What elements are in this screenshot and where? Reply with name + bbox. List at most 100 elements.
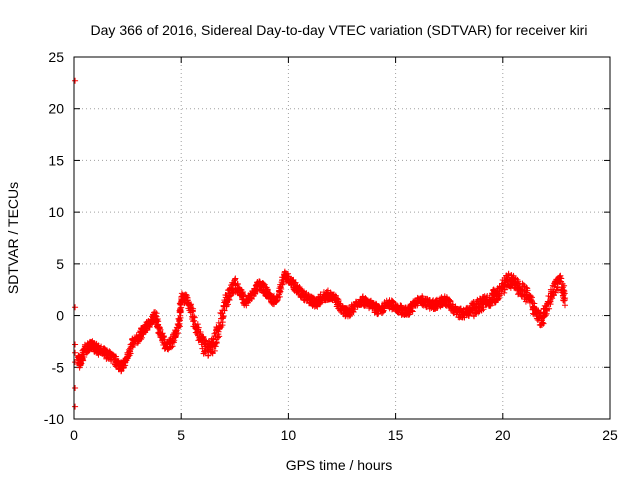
- data-point: [515, 278, 522, 285]
- y-tick-label: -10: [44, 411, 64, 427]
- data-point: [225, 296, 232, 303]
- y-tick-label: 20: [48, 101, 64, 117]
- data-point: [178, 290, 185, 297]
- data-point: [174, 330, 181, 337]
- data-point: [194, 321, 201, 328]
- data-points-layer: [72, 77, 569, 410]
- y-tick-label: 25: [48, 49, 64, 65]
- data-point: [276, 293, 283, 300]
- data-point: [190, 318, 197, 325]
- data-point: [200, 350, 207, 357]
- data-point: [219, 314, 226, 321]
- data-point: [177, 301, 184, 308]
- chart-title: Day 366 of 2016, Sidereal Day-to-day VTE…: [91, 22, 588, 38]
- data-point: [561, 290, 568, 297]
- data-point: [251, 290, 258, 297]
- data-point: [72, 77, 79, 84]
- data-point: [557, 275, 564, 282]
- data-point: [176, 318, 183, 325]
- data-point: [191, 314, 198, 321]
- data-point: [216, 333, 223, 340]
- data-point: [197, 328, 204, 335]
- data-point: [153, 310, 160, 317]
- data-point: [240, 292, 247, 299]
- data-point: [522, 298, 529, 305]
- data-point: [120, 362, 127, 369]
- data-point: [520, 281, 527, 288]
- data-point: [547, 298, 554, 305]
- data-point: [215, 334, 222, 341]
- y-tick-label: -5: [52, 359, 65, 375]
- data-point: [538, 317, 545, 324]
- data-point: [72, 384, 79, 391]
- data-point: [234, 281, 241, 288]
- data-point: [178, 304, 185, 311]
- data-point: [465, 312, 472, 319]
- y-axis-label: SDTVAR / TECUs: [5, 182, 21, 294]
- data-point: [211, 347, 218, 354]
- x-tick-label: 20: [495, 427, 511, 443]
- data-point: [546, 305, 553, 312]
- x-tick-label: 0: [70, 427, 78, 443]
- data-point: [160, 333, 167, 340]
- y-tick-label: 15: [48, 152, 64, 168]
- plot-frame: [73, 56, 611, 420]
- data-point: [72, 403, 79, 410]
- data-point: [202, 337, 209, 344]
- data-point: [560, 297, 567, 304]
- x-axis-label: GPS time / hours: [286, 457, 393, 473]
- data-point: [147, 321, 154, 328]
- x-tick-label: 10: [281, 427, 297, 443]
- data-point: [195, 324, 202, 331]
- data-point: [72, 341, 79, 348]
- data-point: [213, 340, 220, 347]
- data-point: [389, 298, 396, 305]
- x-tick-label: 25: [602, 427, 618, 443]
- data-point: [248, 295, 255, 302]
- data-point: [130, 340, 137, 347]
- data-point: [561, 282, 568, 289]
- x-tick-label: 5: [177, 427, 185, 443]
- tick-layer: 0 5 10 15 20 25 -10 -5 0 5 10 15 20 25: [44, 49, 618, 443]
- data-point: [542, 312, 549, 319]
- data-point: [191, 313, 198, 320]
- data-point: [260, 280, 267, 287]
- data-point: [374, 311, 381, 318]
- data-point: [156, 325, 163, 332]
- data-point: [561, 302, 568, 309]
- x-tick-label: 15: [388, 427, 404, 443]
- data-point: [212, 329, 219, 336]
- grid-layer: [74, 57, 610, 419]
- y-tick-label: 5: [56, 256, 64, 272]
- data-point: [190, 305, 197, 312]
- data-point: [159, 330, 166, 337]
- data-point: [121, 360, 128, 367]
- data-point: [277, 288, 284, 295]
- data-point: [560, 289, 567, 296]
- y-tick-label: 0: [56, 308, 64, 324]
- data-point: [220, 313, 227, 320]
- data-point: [524, 287, 531, 294]
- data-point: [381, 305, 388, 312]
- data-point: [484, 293, 491, 300]
- data-point: [221, 307, 228, 314]
- data-point: [205, 352, 212, 359]
- data-point: [351, 306, 358, 313]
- data-point: [183, 294, 190, 301]
- data-point: [72, 304, 79, 311]
- data-point: [518, 293, 525, 300]
- data-point: [171, 339, 178, 346]
- data-point: [540, 320, 547, 327]
- y-tick-label: 10: [48, 204, 64, 220]
- data-point: [80, 351, 87, 358]
- data-point: [350, 308, 357, 315]
- data-point: [501, 289, 508, 296]
- data-point: [278, 285, 285, 292]
- data-point: [528, 296, 535, 303]
- data-point: [111, 353, 118, 360]
- data-point: [72, 349, 79, 356]
- data-point: [157, 326, 164, 333]
- data-point: [447, 298, 454, 305]
